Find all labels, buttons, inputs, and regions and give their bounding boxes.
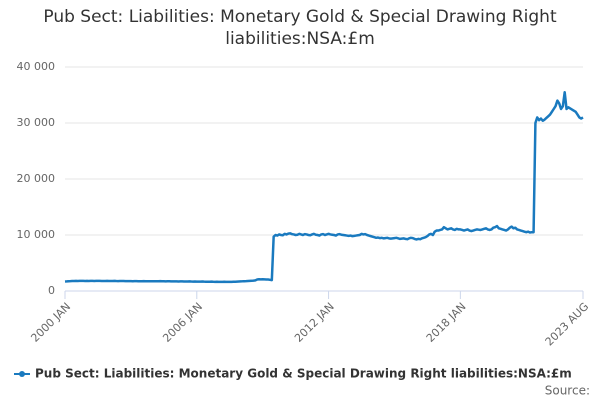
y-tick-label: 10 000 [17, 228, 56, 241]
data-line [64, 90, 584, 284]
legend-label: Pub Sect: Liabilities: Monetary Gold & S… [35, 367, 572, 381]
x-tick-label: 2012 JAN [292, 300, 337, 345]
chart-title: Pub Sect: Liabilities: Monetary Gold & S… [43, 7, 557, 49]
x-tick-label: 2023 AUG [543, 300, 592, 349]
y-tick-label: 30 000 [17, 116, 56, 129]
y-tick-label: 40 000 [17, 60, 56, 73]
x-tick-label: 2018 JAN [424, 300, 469, 345]
y-tick-label: 20 000 [17, 172, 56, 185]
y-tick-label: 0 [48, 284, 55, 297]
x-tick-label: 2000 JAN [28, 300, 73, 345]
x-tick-label: 2006 JAN [160, 300, 205, 345]
legend-marker [19, 371, 25, 377]
source: Source: [545, 384, 590, 398]
